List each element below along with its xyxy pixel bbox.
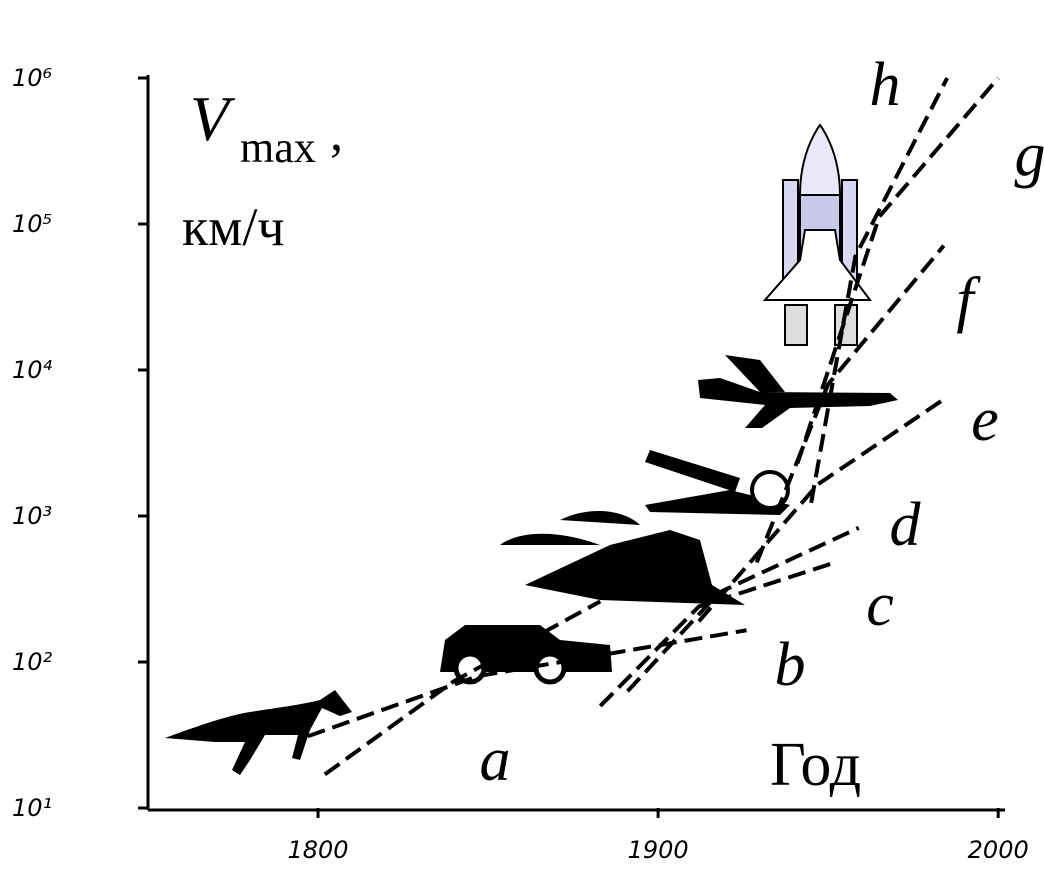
- train-icon: [500, 511, 745, 605]
- x-label: Год: [770, 731, 861, 799]
- y-tick-label: 10²: [12, 648, 53, 676]
- x-tick-label: 1900: [628, 836, 689, 864]
- series-label: c: [866, 571, 894, 639]
- series-label: f: [956, 266, 981, 334]
- y-tick-label: 10¹: [12, 794, 52, 822]
- series-label: d: [890, 491, 922, 559]
- y-tick-label: 10⁶: [12, 64, 53, 92]
- x-tick-label: 1800: [288, 836, 349, 864]
- series-label: a: [480, 726, 511, 794]
- shuttle-icon: [765, 125, 870, 345]
- series-label: e: [971, 386, 999, 454]
- axes: [148, 75, 1005, 810]
- y-label-subscript: max: [240, 123, 316, 172]
- biplane-icon: [645, 450, 790, 515]
- series-label: b: [775, 631, 806, 699]
- series-label: h: [870, 51, 901, 119]
- jet-icon: [698, 355, 898, 428]
- chart: V max , км/ч Год 10¹ 10² 10³ 10⁴ 10⁵ 10⁶ 1800 1…: [0, 0, 1044, 869]
- y-tick-label: 10⁴: [12, 356, 53, 384]
- series-label: g: [1015, 121, 1044, 189]
- y-tick-label: 10⁵: [12, 210, 52, 238]
- y-tick-label: 10³: [12, 502, 52, 530]
- y-label-unit: км/ч: [182, 197, 285, 257]
- y-label-separator: ,: [330, 105, 343, 162]
- y-label-symbol: V: [190, 83, 236, 154]
- x-tick-label: 2000: [968, 836, 1029, 864]
